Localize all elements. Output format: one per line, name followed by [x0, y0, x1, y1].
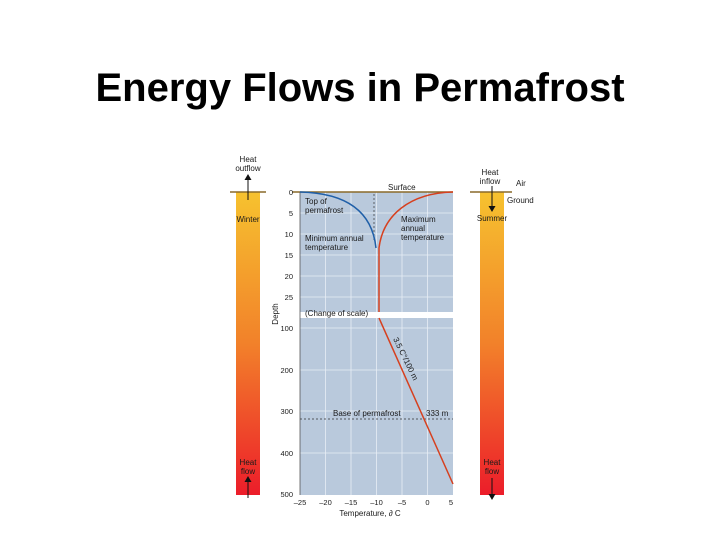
min-temp-label-2: temperature: [305, 243, 349, 252]
right-bottom-label-2: flow: [485, 467, 499, 476]
left-top-label-2: outflow: [235, 164, 261, 173]
maximum-temperature-curve: [378, 191, 454, 312]
left-gradient-bar: [236, 192, 260, 495]
depth-tick: 100: [280, 324, 293, 333]
max-temp-label-3: temperature: [401, 233, 445, 242]
winter-label: Winter: [236, 215, 259, 224]
depth-tick: 20: [285, 272, 293, 281]
depth-tick: 5: [289, 209, 293, 218]
base-depth-label: 333 m: [426, 409, 449, 418]
right-top-label-1: Heat: [482, 168, 500, 177]
depth-tick: 10: [285, 230, 293, 239]
up-arrow-icon: [244, 476, 252, 482]
right-gradient-bar: [480, 192, 504, 495]
min-temp-label-1: Minimum annual: [305, 234, 364, 243]
depth-tick: 500: [280, 490, 293, 499]
top-permafrost-label-1: Top of: [305, 197, 328, 206]
left-heat-bar: Heat outflow Winter Heat flow: [230, 155, 266, 498]
geothermal-gradient-line: [378, 317, 454, 485]
down-arrow-icon: [488, 206, 496, 212]
top-permafrost-label-2: permafrost: [305, 206, 344, 215]
minimum-temperature-curve: [299, 191, 377, 249]
depth-tick: 15: [285, 251, 293, 260]
temperature-tick: –15: [345, 498, 358, 507]
temperature-depth-panel: Surface Top of permafrost Minimum annual…: [271, 183, 454, 518]
left-top-label-1: Heat: [240, 155, 258, 164]
slide-title: Energy Flows in Permafrost: [95, 66, 625, 110]
summer-label: Summer: [477, 214, 508, 223]
temperature-tick: 5: [449, 498, 453, 507]
surface-label: Surface: [388, 183, 416, 192]
max-temp-label-1: Maximum: [401, 215, 436, 224]
depth-tick: 200: [280, 366, 293, 375]
depth-axis-label: Depth: [271, 303, 280, 324]
depth-tick: 0: [289, 188, 293, 197]
ground-label: Ground: [507, 196, 534, 205]
down-arrow-icon: [488, 494, 496, 500]
air-label: Air: [516, 179, 526, 188]
right-heat-bar: Heat inflow Air Ground Summer Heat flow: [470, 168, 534, 500]
temperature-tick: 0: [425, 498, 429, 507]
temperature-tick: –10: [370, 498, 383, 507]
temperature-tick: –20: [319, 498, 332, 507]
temperature-tick: –25: [294, 498, 307, 507]
max-temp-label-2: annual: [401, 224, 425, 233]
grid-lines: [300, 192, 453, 495]
temperature-axis-label: Temperature, ∂ C: [339, 509, 401, 518]
depth-tick: 400: [280, 449, 293, 458]
depth-tick: 300: [280, 407, 293, 416]
temperature-tick: –5: [398, 498, 406, 507]
right-top-label-2: inflow: [480, 177, 501, 186]
left-bottom-label-1: Heat: [240, 458, 258, 467]
up-arrow-icon: [244, 174, 252, 180]
left-bottom-label-2: flow: [241, 467, 255, 476]
right-bottom-label-1: Heat: [484, 458, 502, 467]
depth-tick: 25: [285, 293, 293, 302]
base-permafrost-label: Base of permafrost: [333, 409, 401, 418]
change-of-scale-label: (Change of scale): [305, 309, 368, 318]
